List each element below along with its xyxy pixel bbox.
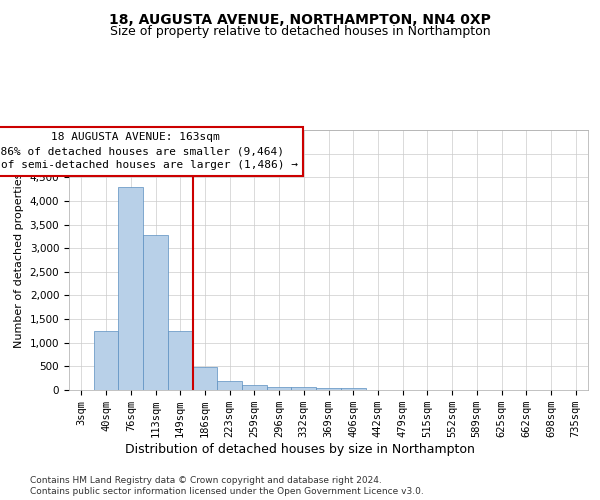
Text: Contains HM Land Registry data © Crown copyright and database right 2024.: Contains HM Land Registry data © Crown c… (30, 476, 382, 485)
Bar (94, 331, 118, 390)
Bar (193, 368, 217, 390)
Text: 18, AUGUSTA AVENUE, NORTHAMPTON, NN4 0XP: 18, AUGUSTA AVENUE, NORTHAMPTON, NN4 0XP (109, 12, 491, 26)
Text: Size of property relative to detached houses in Northampton: Size of property relative to detached ho… (110, 25, 490, 38)
Y-axis label: Number of detached properties: Number of detached properties (14, 172, 24, 348)
Bar (143, 235, 168, 390)
Bar (341, 388, 365, 390)
Text: Distribution of detached houses by size in Northampton: Distribution of detached houses by size … (125, 442, 475, 456)
Bar (168, 331, 193, 390)
Bar (118, 186, 143, 390)
Bar (242, 386, 267, 390)
Bar (217, 380, 242, 390)
Bar (316, 388, 341, 390)
Text: Contains public sector information licensed under the Open Government Licence v3: Contains public sector information licen… (30, 488, 424, 496)
Bar (292, 388, 316, 390)
Bar (267, 386, 292, 390)
Text: 18 AUGUSTA AVENUE: 163sqm
← 86% of detached houses are smaller (9,464)
14% of se: 18 AUGUSTA AVENUE: 163sqm ← 86% of detac… (0, 132, 298, 170)
